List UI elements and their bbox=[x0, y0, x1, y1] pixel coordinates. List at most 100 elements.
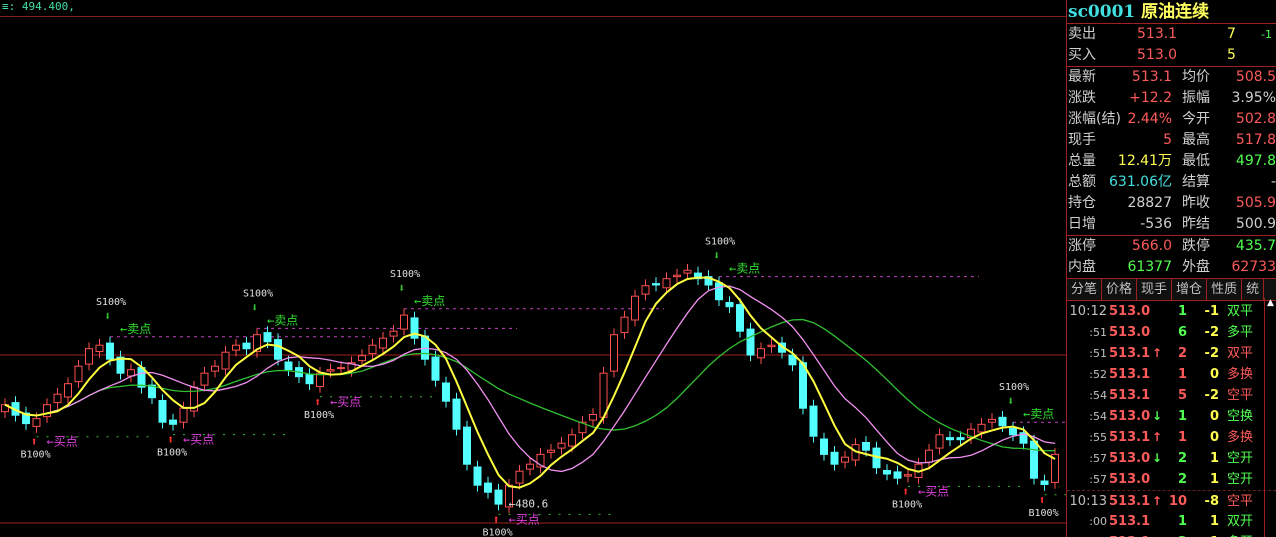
candle-up bbox=[925, 449, 933, 463]
candle-up bbox=[379, 337, 387, 349]
tab-2[interactable]: 现手 bbox=[1137, 279, 1173, 300]
sell-arrow-icon: ⬇ bbox=[713, 249, 720, 263]
sell-label: ←卖点 bbox=[414, 294, 445, 308]
stat-row: 涨停 566.0 跌停 435.7 bbox=[1067, 236, 1276, 257]
stat-value: 2.44% bbox=[1127, 111, 1172, 127]
sell-tag: S100% bbox=[390, 269, 420, 280]
tick-volume: 1 bbox=[1177, 304, 1187, 319]
candle-down bbox=[725, 302, 734, 308]
stat-label: 外盘 bbox=[1182, 259, 1210, 275]
candle-up bbox=[578, 421, 587, 434]
buy-tag: B100% bbox=[304, 410, 334, 421]
candle-up bbox=[53, 393, 62, 404]
ask-change: -1 bbox=[1261, 28, 1272, 41]
tick-row: 10:12 513.0 1 -1 双平 bbox=[1067, 301, 1276, 322]
candle-down bbox=[473, 466, 482, 486]
candle-up bbox=[967, 428, 975, 439]
tab-1[interactable]: 价格 bbox=[1102, 279, 1138, 300]
tab-3[interactable]: 增仓 bbox=[1172, 279, 1208, 300]
candle-down bbox=[305, 374, 314, 385]
tick-oi-change: 0 bbox=[1209, 409, 1219, 424]
candle-down bbox=[148, 384, 156, 399]
tick-tabs: 分笔 价格 现手 增仓 性质统 bbox=[1067, 279, 1276, 301]
stat-label: 最新 bbox=[1068, 69, 1096, 85]
tick-arrow-icon: ↑ bbox=[1152, 494, 1163, 508]
tick-row: :54 513.0 ↓ 1 0 空换 bbox=[1067, 406, 1276, 427]
candle-up bbox=[610, 334, 618, 372]
candle-up bbox=[43, 404, 51, 418]
tick-row: :55 513.1 ↑ 1 0 多换 bbox=[1067, 427, 1276, 448]
tick-price: 513.1 bbox=[1109, 346, 1151, 361]
tick-oi-change: 1 bbox=[1195, 532, 1219, 537]
tick-nature: 空换 bbox=[1227, 409, 1254, 424]
tick-price: 513.1 bbox=[1109, 367, 1151, 382]
stat-label: 总量 bbox=[1068, 153, 1096, 169]
candle-up bbox=[326, 369, 335, 372]
candle-down bbox=[830, 451, 839, 465]
candle-down bbox=[242, 342, 251, 350]
stat-value: 28827 bbox=[1127, 195, 1172, 211]
stat-label: 最高 bbox=[1182, 132, 1210, 148]
ma20-line bbox=[4, 318, 1056, 452]
stat-row: 内盘 61377 外盘 62733 bbox=[1067, 257, 1276, 278]
candle-up bbox=[683, 269, 692, 274]
candle-down bbox=[809, 405, 818, 437]
candle-up bbox=[526, 463, 534, 470]
candle-up bbox=[757, 348, 765, 359]
ask-label: 卖出 bbox=[1068, 26, 1096, 42]
stat-value: 566.0 bbox=[1131, 238, 1172, 254]
tab-5[interactable]: 统 bbox=[1242, 279, 1265, 300]
tick-nature: 多开 bbox=[1227, 532, 1253, 537]
quote-panel: sc0001 原油连续 卖出 513.1 7 -1 买入 513.0 5 最新 … bbox=[1066, 0, 1276, 537]
stat-row: 现手 5 最高 517.8 bbox=[1067, 130, 1276, 151]
scroll-up-icon[interactable]: ▲ bbox=[1267, 298, 1274, 308]
tick-row: :57 513.0 2 1 空开 bbox=[1067, 469, 1276, 490]
tick-price: 513.1 bbox=[1109, 388, 1151, 403]
stat-value: 62733 bbox=[1231, 259, 1276, 275]
buy-label: ←买点 bbox=[509, 512, 540, 526]
candle-down bbox=[998, 416, 1007, 427]
tick-list: 10:12 513.0 1 -1 双平 :51 513.0 6 -2 多平 :5… bbox=[1067, 301, 1276, 537]
candle-up bbox=[74, 365, 83, 383]
candle-up bbox=[32, 418, 41, 427]
buy-label: ←买点 bbox=[918, 484, 949, 498]
tick-time: :54 bbox=[1089, 410, 1107, 423]
tick-nature: 空平 bbox=[1227, 494, 1254, 509]
tick-volume: 1 bbox=[1177, 430, 1187, 445]
stats-section: 最新 513.1 均价 508.5 涨跌 +12.2 振幅 3.95% 涨幅(结… bbox=[1067, 67, 1276, 236]
candle-up bbox=[337, 367, 345, 370]
candle-up bbox=[620, 316, 629, 334]
candle-up bbox=[568, 434, 576, 447]
tick-price: 513.0 bbox=[1109, 325, 1151, 340]
candle-down bbox=[284, 361, 293, 371]
tick-price: 513.1 bbox=[1109, 494, 1151, 509]
stat-label: 涨停 bbox=[1068, 238, 1096, 254]
buy-label: ←买点 bbox=[330, 395, 361, 409]
tab-4[interactable]: 性质 bbox=[1207, 279, 1243, 300]
sell-tag: S100% bbox=[96, 297, 126, 308]
candlestick-chart[interactable]: S100%⬇←卖点S100%⬇←卖点S100%⬇←卖点S100%⬇←卖点S100… bbox=[0, 0, 1066, 537]
buy-arrow-icon: ⬆ bbox=[167, 433, 174, 447]
candle-up bbox=[641, 285, 650, 295]
tick-time: :51 bbox=[1089, 326, 1107, 339]
buy-tag: B100% bbox=[483, 527, 513, 537]
tab-0[interactable]: 分笔 bbox=[1067, 279, 1103, 300]
scrollbar[interactable]: ▲ bbox=[1264, 298, 1276, 537]
candle-up bbox=[85, 348, 93, 365]
stat-label: 涨幅(结) bbox=[1068, 111, 1121, 127]
candle-up bbox=[221, 351, 230, 370]
sell-arrow-icon: ⬇ bbox=[1007, 394, 1014, 408]
candle-down bbox=[946, 437, 954, 441]
tick-nature: 双开 bbox=[1227, 514, 1254, 529]
candle-up bbox=[64, 383, 72, 398]
candle-down bbox=[883, 470, 891, 475]
order-book: 卖出 513.1 7 -1 买入 513.0 5 bbox=[1067, 24, 1276, 67]
candle-up bbox=[211, 365, 219, 372]
tick-nature: 多换 bbox=[1227, 430, 1254, 445]
ask-volume: 7 bbox=[1227, 26, 1236, 42]
tick-oi-change: -8 bbox=[1204, 494, 1219, 509]
tick-price: 513.0 bbox=[1109, 472, 1151, 487]
tick-price: 513.0 bbox=[1109, 304, 1151, 319]
candle-down bbox=[494, 489, 503, 505]
ask-price: 513.1 bbox=[1137, 26, 1178, 42]
